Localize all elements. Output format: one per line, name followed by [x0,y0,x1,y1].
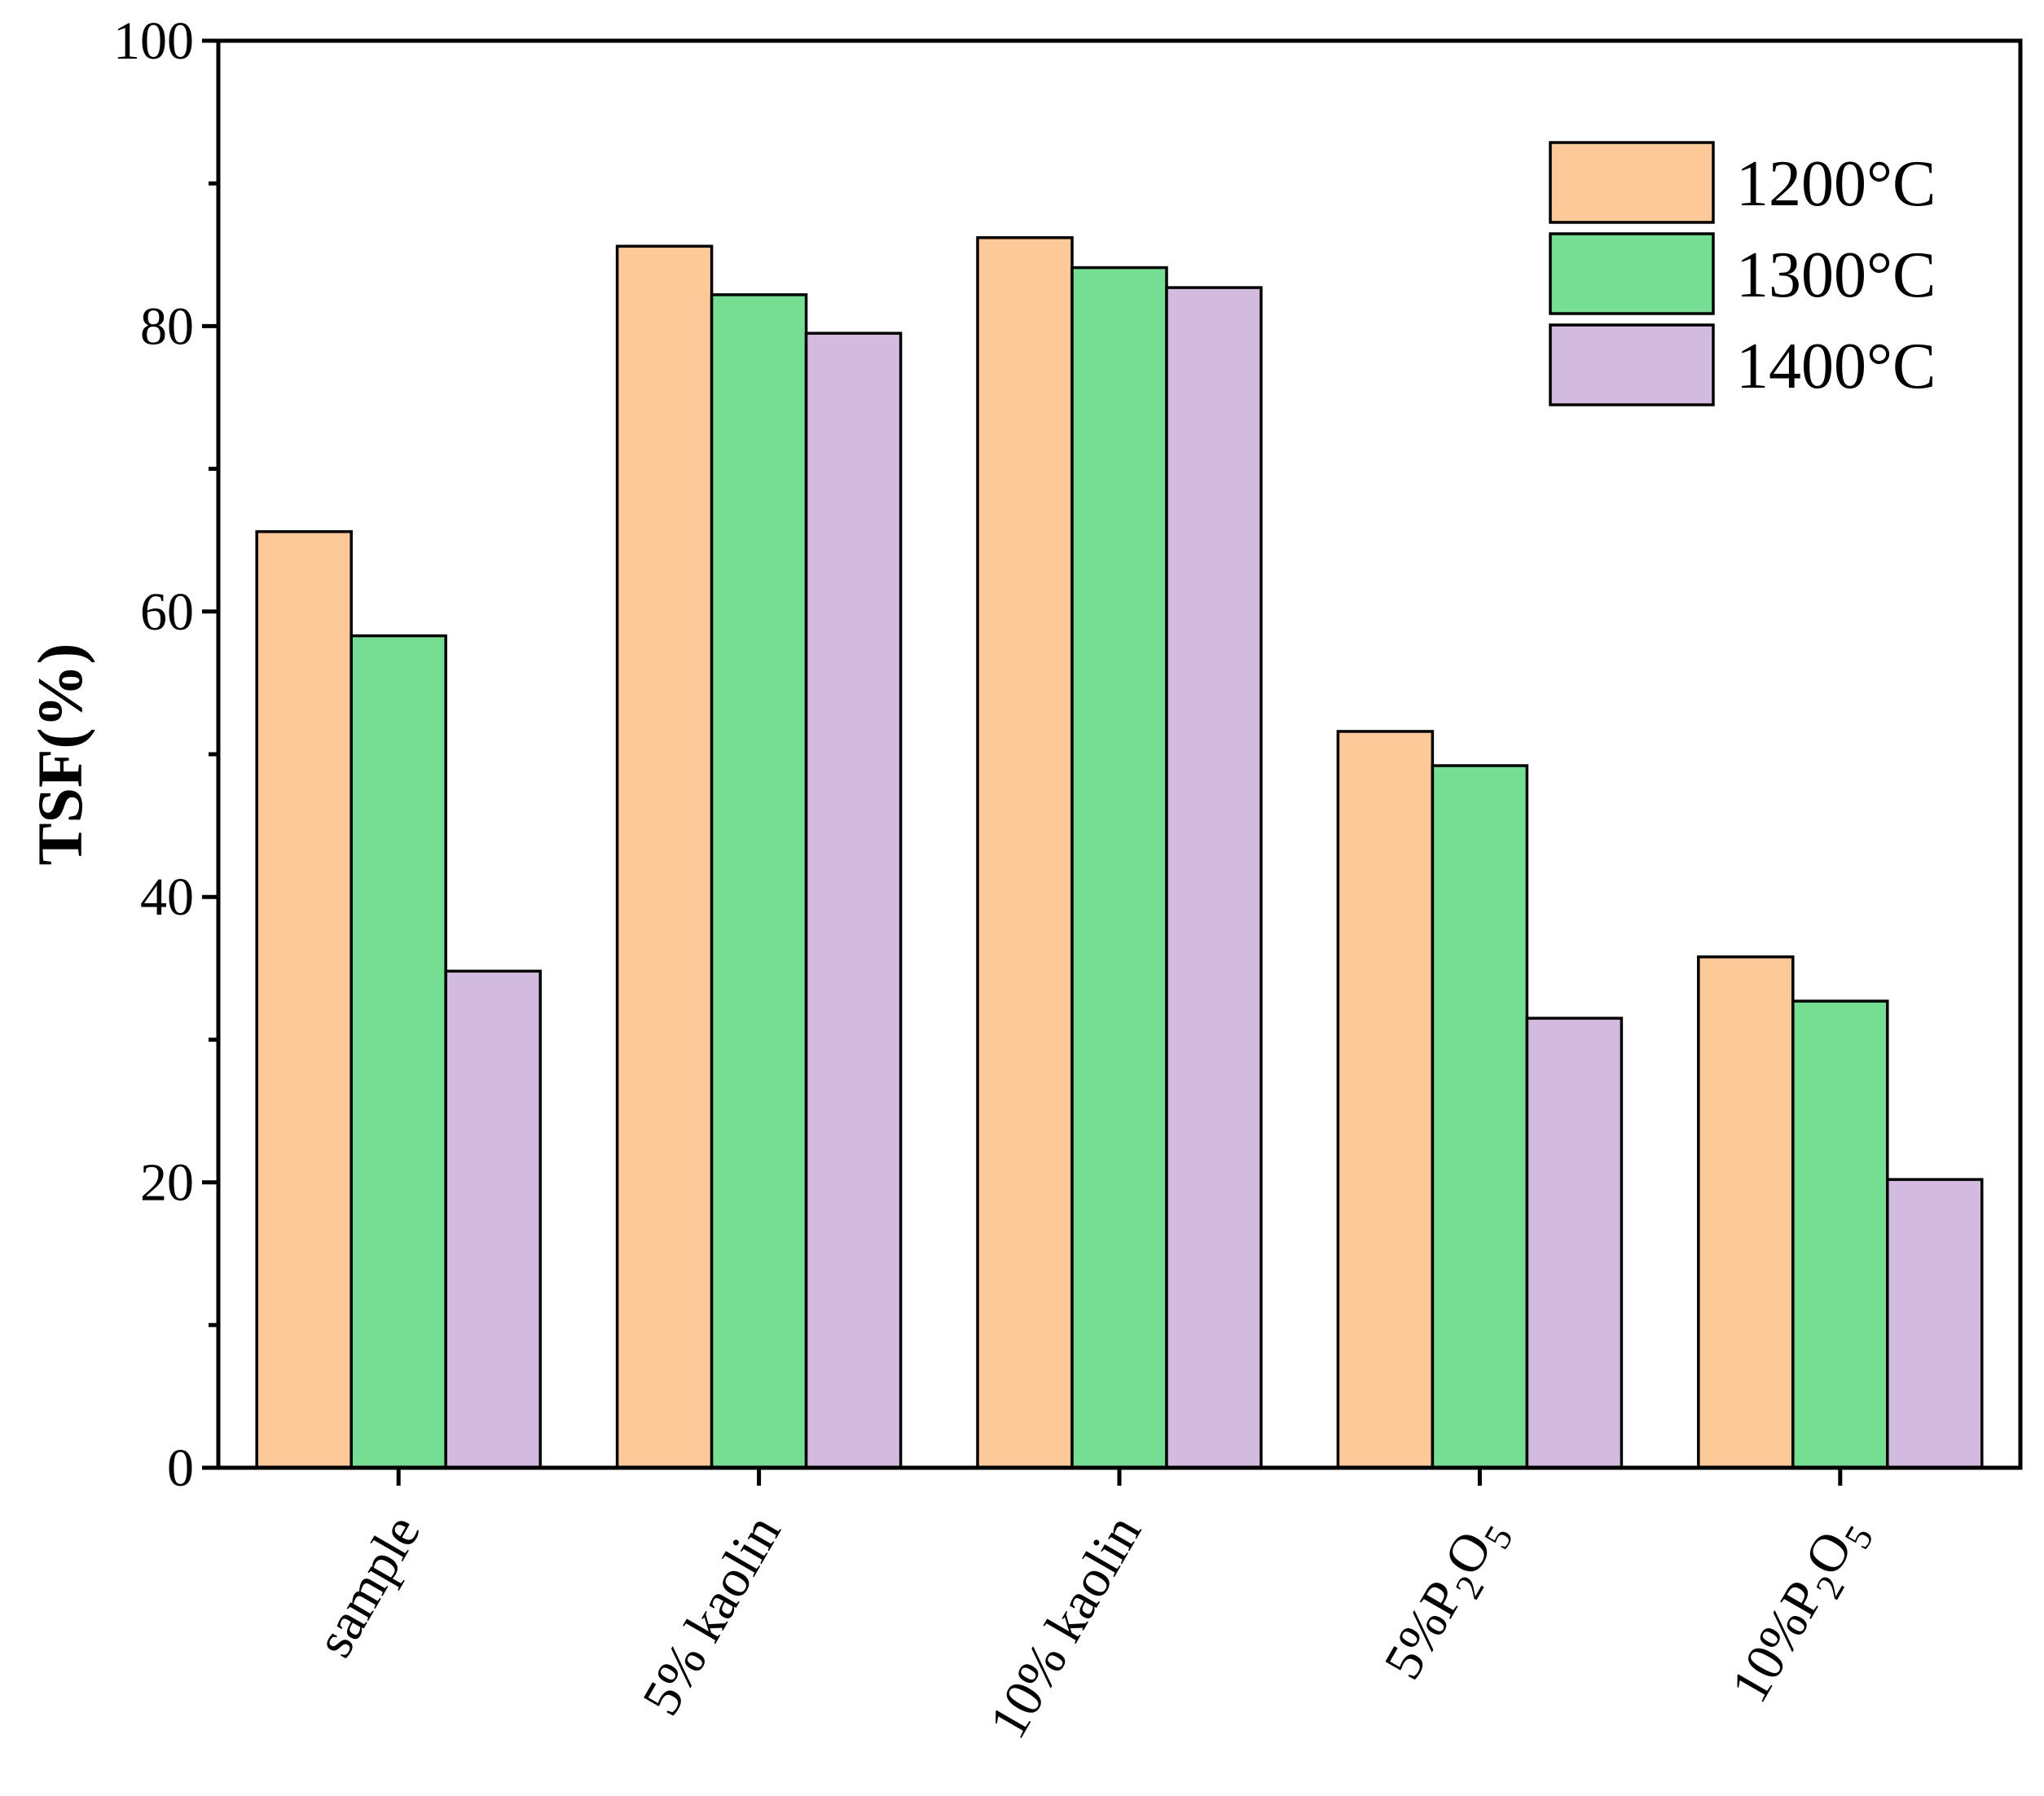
y-tick-label: 60 [140,582,194,642]
x-tick-label-main: 5% kaolin [631,1505,793,1725]
bar-1-series-1 [255,529,353,1469]
x-tick-label: 5%P2O5 [1373,1505,1521,1693]
legend-label-3: 1400°C [1736,331,1936,402]
x-tick-label: 10%P2O5 [1720,1505,1881,1717]
x-axis: sample 5% kaolin 10% kaolin 5%P2O5 10%P2O5 [304,1468,1881,1748]
y-axis-label: TSF(%) [24,643,95,866]
bar-4-series-2 [1431,764,1529,1469]
x-tick-label: 10% kaolin [978,1505,1153,1748]
bar-2-series-1 [615,244,714,1469]
y-tick-label: 100 [113,11,194,71]
bar-3-series-1 [976,236,1074,1469]
bar-4-series-1 [1336,730,1435,1469]
legend: 1200°C 1300°C 1400°C [1549,141,1936,406]
bar-1-series-2 [349,634,447,1469]
x-tick-label-main: sample [304,1505,432,1666]
x-tick-label-main: 10% kaolin [978,1505,1153,1748]
x-tick-label: 5% kaolin [631,1505,793,1725]
bar-1-series-3 [444,969,542,1469]
legend-swatch-1 [1549,141,1715,224]
y-tick-label: 0 [167,1438,194,1498]
bar-5-series-2 [1791,999,1889,1469]
legend-label-1: 1200°C [1736,148,1936,220]
y-axis: 0 20 40 60 80 100 [113,11,218,1498]
bar-3-series-2 [1070,266,1168,1469]
y-tick-label: 40 [140,867,194,927]
bar-4-series-3 [1525,1017,1624,1469]
bar-5-series-1 [1697,955,1795,1469]
y-tick-label: 80 [140,296,194,356]
bar-3-series-3 [1165,286,1263,1469]
legend-swatch-3 [1549,323,1715,406]
bar-2-series-3 [804,332,903,1469]
bars-layer [255,236,1984,1469]
y-tick-label: 20 [140,1153,194,1213]
legend-label-2: 1300°C [1736,239,1936,311]
bar-5-series-3 [1886,1178,1984,1469]
x-tick-label: sample [304,1505,432,1666]
x-tick-label-main: 10%P [1720,1571,1835,1712]
legend-swatch-2 [1549,232,1715,315]
bar-2-series-2 [710,293,808,1469]
